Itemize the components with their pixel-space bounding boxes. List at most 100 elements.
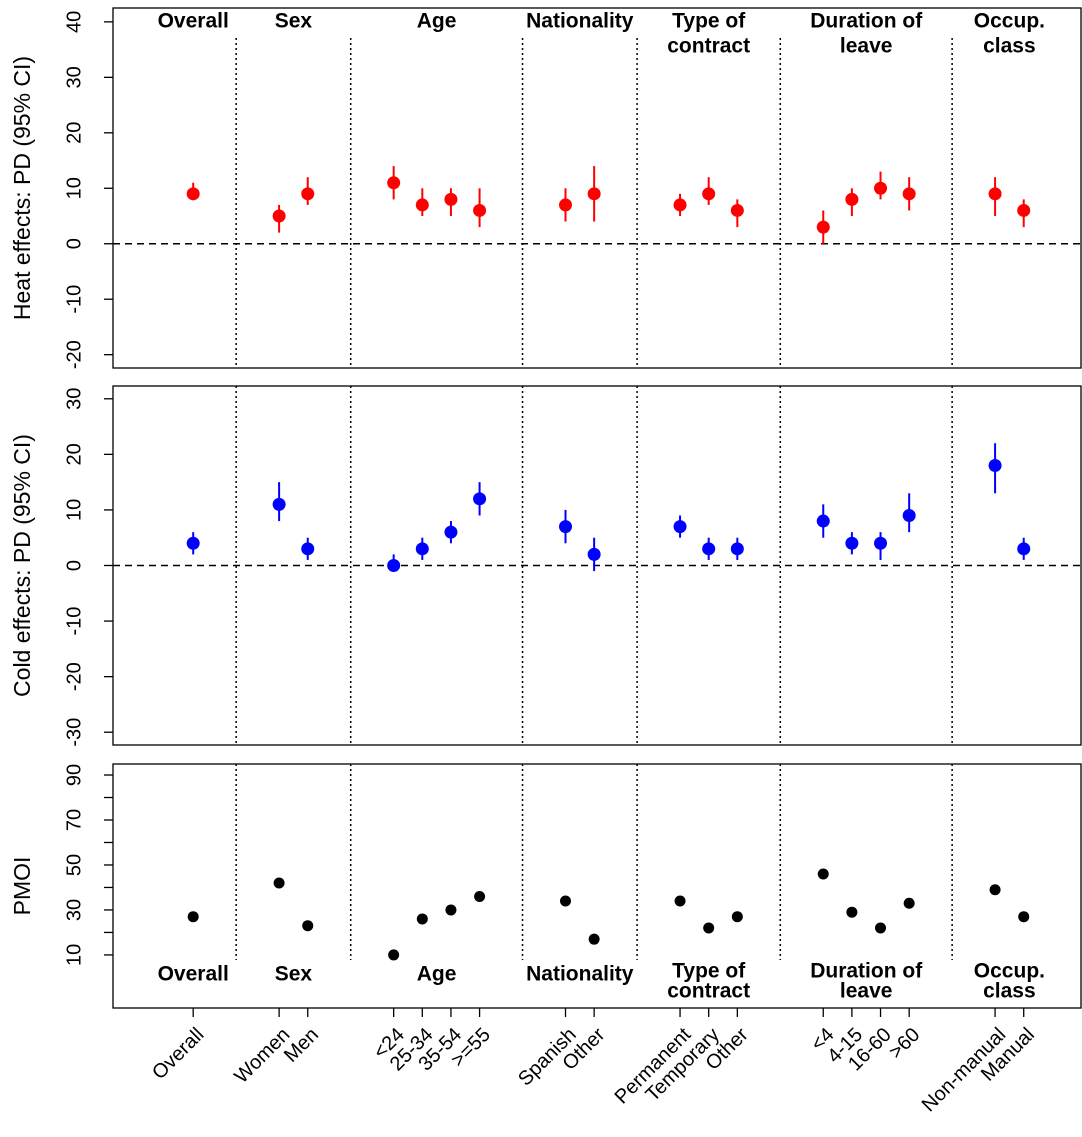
point — [187, 911, 199, 923]
point — [272, 497, 286, 511]
point — [388, 949, 400, 961]
y-tick-label: -10 — [63, 285, 85, 314]
point — [559, 895, 571, 907]
y-tick-label: 0 — [63, 238, 85, 249]
point — [272, 209, 286, 223]
y-tick-label: 20 — [63, 443, 85, 465]
group-label: Duration of — [810, 10, 923, 33]
point — [558, 198, 572, 212]
y-axis-title: Cold effects: PD (95% CI) — [9, 434, 35, 697]
point — [816, 514, 830, 528]
point — [874, 536, 888, 550]
point — [902, 187, 916, 201]
group-label: class — [983, 35, 1036, 58]
x-tick-label: Overall — [148, 1024, 208, 1084]
y-tick-label: 10 — [63, 177, 85, 199]
y-tick-label: 30 — [63, 899, 85, 921]
group-label: Nationality — [526, 10, 634, 33]
point — [702, 542, 716, 556]
point — [444, 525, 458, 539]
point — [674, 895, 686, 907]
point — [902, 508, 916, 522]
point — [445, 904, 457, 916]
point — [473, 492, 487, 506]
point — [988, 187, 1002, 201]
group-label: Sex — [275, 963, 313, 986]
group-label: contract — [667, 35, 750, 58]
point — [816, 220, 830, 234]
group-label: Nationality — [526, 963, 634, 986]
point — [387, 559, 401, 572]
point — [730, 542, 744, 556]
y-tick-label: 40 — [63, 11, 85, 33]
point — [558, 520, 572, 534]
group-label: Age — [417, 10, 457, 33]
group-label: Overall — [158, 963, 229, 986]
group-label: contract — [667, 980, 750, 1003]
y-tick-label: -20 — [63, 662, 85, 691]
point — [702, 187, 716, 201]
point — [1017, 203, 1031, 217]
x-tick-label: Men — [280, 1024, 323, 1067]
point — [703, 922, 715, 934]
x-tick-label: >60 — [885, 1024, 925, 1064]
y-tick-label: 70 — [63, 809, 85, 831]
point — [989, 884, 1001, 896]
y-tick-label: -10 — [63, 607, 85, 636]
y-tick-label: 20 — [63, 122, 85, 144]
point — [415, 198, 429, 212]
y-tick-label: 0 — [63, 560, 85, 571]
y-tick-label: 30 — [63, 388, 85, 410]
y-tick-label: 90 — [63, 764, 85, 786]
y-tick-label: -20 — [63, 340, 85, 369]
point — [875, 922, 887, 934]
point — [301, 187, 315, 201]
point — [444, 192, 458, 206]
point — [731, 911, 743, 923]
point — [845, 536, 859, 550]
point — [415, 542, 429, 556]
point — [474, 890, 486, 902]
y-tick-label: 50 — [63, 854, 85, 876]
group-label: Type of — [672, 10, 746, 33]
point — [846, 906, 858, 918]
group-label: Overall — [158, 10, 229, 33]
group-label: Occup. — [974, 960, 1045, 983]
point — [587, 547, 601, 561]
group-label: Duration of — [810, 960, 923, 983]
y-tick-label: -30 — [63, 718, 85, 747]
group-label: Occup. — [974, 10, 1045, 33]
y-tick-label: 30 — [63, 66, 85, 88]
point — [302, 920, 314, 932]
point — [473, 203, 487, 217]
point — [874, 181, 888, 195]
group-label: leave — [840, 980, 893, 1003]
point — [817, 868, 829, 880]
y-axis-title: PMOI — [9, 857, 35, 916]
point — [588, 933, 600, 945]
point — [587, 187, 601, 201]
group-label: Age — [417, 963, 457, 986]
point — [301, 542, 315, 556]
group-label: class — [983, 980, 1036, 1003]
point — [416, 913, 428, 925]
point — [1017, 542, 1031, 556]
group-label: Sex — [275, 10, 313, 33]
point — [186, 187, 200, 201]
y-tick-label: 10 — [63, 944, 85, 966]
point — [273, 877, 285, 889]
group-label: leave — [840, 35, 893, 58]
point — [673, 520, 687, 534]
point — [845, 192, 859, 206]
point — [186, 536, 200, 550]
y-axis-title: Heat effects: PD (95% CI) — [9, 56, 35, 320]
point — [1018, 911, 1030, 923]
point — [730, 203, 744, 217]
point — [903, 897, 915, 909]
point — [387, 176, 401, 190]
plot-frame — [112, 763, 1082, 1009]
group-label: Type of — [672, 960, 746, 983]
point — [673, 198, 687, 212]
y-tick-label: 10 — [63, 499, 85, 521]
